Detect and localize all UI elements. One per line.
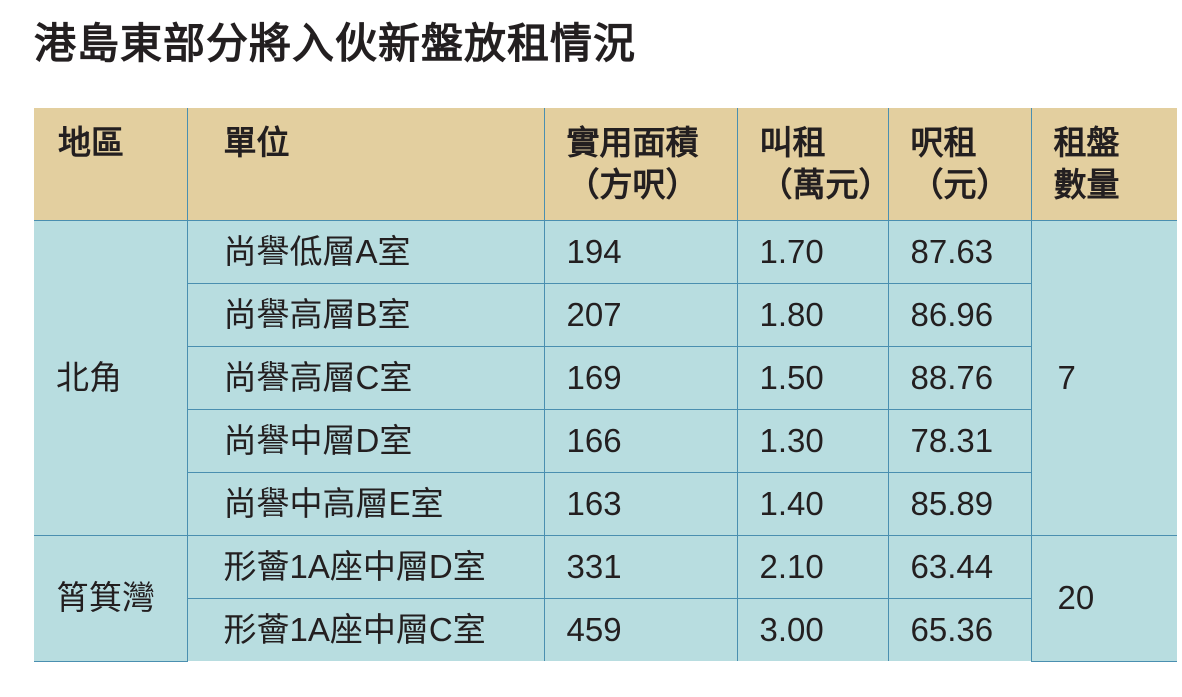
unit-cell: 尚譽高層B室: [187, 282, 545, 347]
rent-cell: 1.80: [736, 282, 889, 347]
unit-cell: 形薈1A座中層C室: [187, 597, 545, 661]
psf-cell: 63.44: [887, 534, 1032, 599]
rent-cell: 1.30: [736, 408, 889, 473]
header-listing-count: 租盤 數量: [1030, 108, 1177, 221]
area-cell: 331: [543, 534, 738, 599]
unit-cell: 尚譽中高層E室: [187, 471, 545, 536]
count-cell: 7: [1030, 219, 1177, 536]
rental-table: 地區 單位 實用面積 （方呎） 叫租 （萬元） 呎租 （元） 租盤 數量 北角 尚譽低層…: [34, 108, 1177, 662]
table-row: 北角 尚譽低層A室 194 1.70 87.63 7: [34, 219, 1177, 536]
district-cell: 筲箕灣: [34, 534, 188, 662]
area-cell: 163: [543, 471, 738, 536]
table-row: 尚譽高層C室 169 1.50 88.76: [34, 345, 1177, 410]
psf-cell: 86.96: [887, 282, 1031, 347]
district-cell: 北角: [34, 219, 188, 536]
unit-cell: 尚譽高層C室: [187, 345, 545, 410]
area-cell: 194: [543, 219, 738, 284]
header-district: 地區: [34, 108, 188, 221]
area-cell: 207: [543, 282, 738, 347]
rent-cell: 1.70: [736, 219, 889, 284]
rent-cell: 3.00: [736, 597, 889, 661]
unit-cell: 尚譽低層A室: [186, 219, 545, 284]
rent-cell: 1.50: [736, 345, 889, 410]
unit-cell: 尚譽中層D室: [187, 408, 545, 473]
table-row: 尚譽中高層E室 163 1.40 85.89: [34, 471, 1177, 536]
psf-cell: 88.76: [887, 345, 1031, 410]
header-asking-rent: 叫租 （萬元）: [736, 108, 892, 221]
header-unit: 單位: [186, 108, 545, 221]
rent-cell: 2.10: [736, 534, 889, 599]
area-cell: 166: [543, 408, 738, 473]
table-row: 尚譽中層D室 166 1.30 78.31: [34, 408, 1177, 473]
header-rent-per-sqft: 呎租 （元）: [887, 108, 1032, 221]
count-cell: 20: [1030, 534, 1177, 662]
area-cell: 459: [543, 597, 738, 661]
header-row: 地區 單位 實用面積 （方呎） 叫租 （萬元） 呎租 （元） 租盤 數量: [34, 108, 1177, 221]
table-row: 尚譽高層B室 207 1.80 86.96: [34, 282, 1177, 347]
psf-cell: 65.36: [887, 597, 1031, 661]
page-title: 港島東部分將入伙新盤放租情況: [34, 19, 637, 68]
area-cell: 169: [543, 345, 738, 410]
table-row: 筲箕灣 形薈1A座中層D室 331 2.10 63.44 20: [34, 534, 1177, 662]
rent-cell: 1.40: [736, 471, 889, 536]
header-area: 實用面積 （方呎）: [543, 108, 738, 221]
psf-cell: 78.31: [887, 408, 1031, 473]
psf-cell: 87.63: [887, 219, 1032, 284]
table-row: 形薈1A座中層C室 459 3.00 65.36: [34, 597, 1177, 661]
unit-cell: 形薈1A座中層D室: [186, 534, 545, 599]
psf-cell: 85.89: [887, 471, 1031, 536]
